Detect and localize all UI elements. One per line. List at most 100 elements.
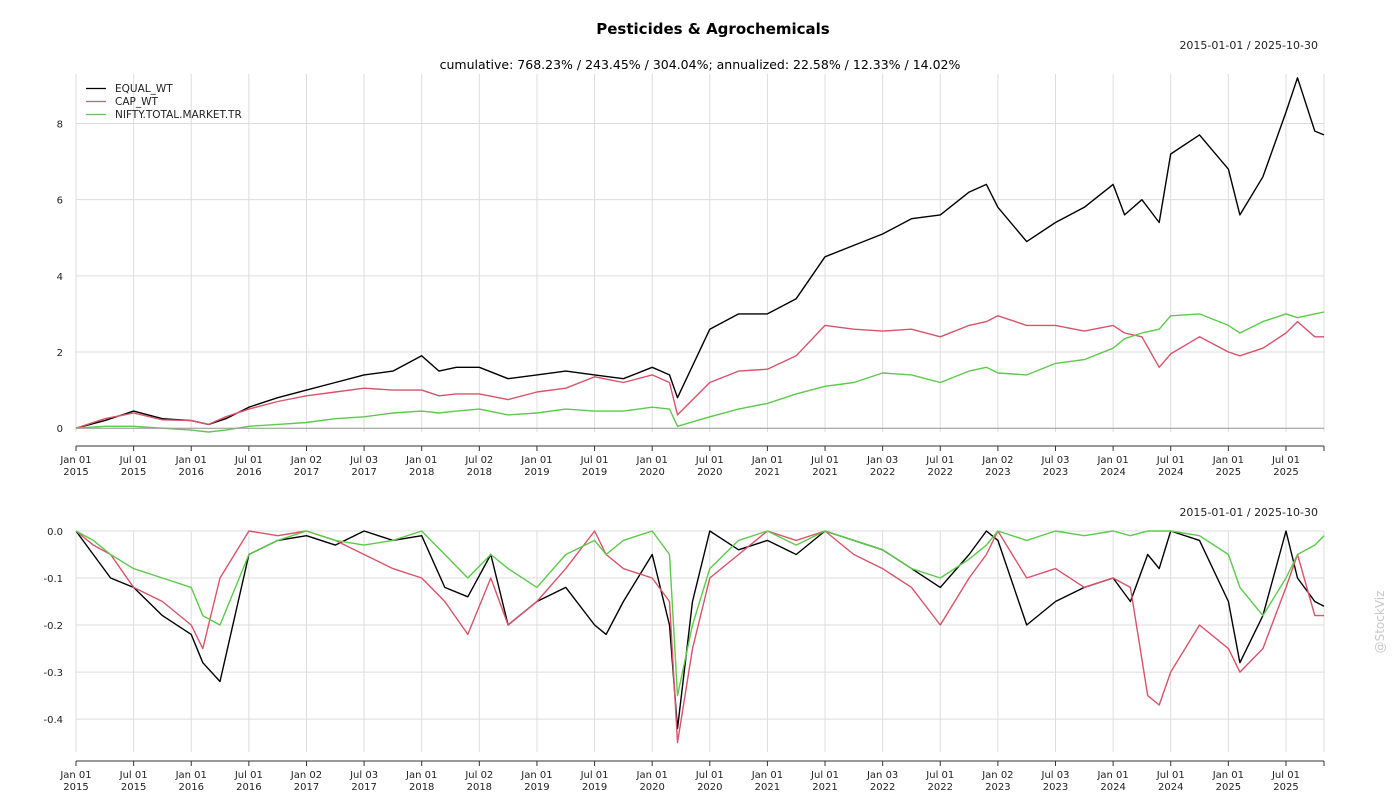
top-y-tick-label: 2 <box>57 348 63 359</box>
top-date-range: 2015-01-01 / 2025-10-30 <box>1179 39 1318 52</box>
top-y-tick-label: 8 <box>57 120 63 131</box>
bottom-x-tick-month: Jan 01 <box>636 770 668 781</box>
bottom-y-tick-label: -0.3 <box>43 668 63 679</box>
top-x-tick-month: Jul 01 <box>810 455 839 466</box>
bottom-x-tick-month: Jan 01 <box>751 770 783 781</box>
bottom-x-tick-month: Jul 03 <box>1041 770 1070 781</box>
bottom-x-tick-year: 2020 <box>639 782 664 793</box>
bottom-x-tick-year: 2017 <box>294 782 319 793</box>
bottom-x-tick-year: 2015 <box>63 782 88 793</box>
bottom-series-line-nifty-total-market-tr <box>75 530 1325 697</box>
watermark: @StockViz <box>1373 591 1387 654</box>
bottom-x-tick-month: Jul 01 <box>1156 770 1185 781</box>
bottom-x-tick-month: Jul 01 <box>695 770 724 781</box>
top-x-tick-month: Jul 01 <box>925 455 954 466</box>
top-x-tick-year: 2025 <box>1273 467 1298 478</box>
bottom-x-tick-month: Jul 03 <box>349 770 378 781</box>
top-x-tick-year: 2025 <box>1216 467 1241 478</box>
top-y-tick-label: 6 <box>57 196 63 207</box>
bottom-x-tick-month: Jan 01 <box>175 770 207 781</box>
top-x-tick-month: Jul 03 <box>349 455 378 466</box>
top-x-tick-year: 2020 <box>697 467 722 478</box>
top-x-tick-month: Jul 01 <box>234 455 263 466</box>
bottom-x-tick-year: 2024 <box>1100 782 1125 793</box>
bottom-series-line-equal-wt <box>75 530 1325 730</box>
top-x-tick-year: 2022 <box>870 467 895 478</box>
top-x-tick-year: 2023 <box>1043 467 1068 478</box>
bottom-x-tick-month: Jan 03 <box>866 770 898 781</box>
top-x-tick-month: Jan 03 <box>866 455 898 466</box>
top-x-tick-year: 2016 <box>179 467 204 478</box>
bottom-x-tick-year: 2020 <box>697 782 722 793</box>
top-x-tick-month: Jan 02 <box>290 455 322 466</box>
legend-label: EQUAL_WT <box>115 83 173 95</box>
top-x-tick-month: Jul 02 <box>464 455 493 466</box>
bottom-x-tick-year: 2015 <box>121 782 146 793</box>
top-series-line-cap-wt <box>75 315 1324 429</box>
top-x-tick-year: 2018 <box>409 467 434 478</box>
top-x-tick-month: Jan 01 <box>751 455 783 466</box>
bottom-x-tick-year: 2021 <box>812 782 837 793</box>
bottom-x-tick-month: Jan 01 <box>59 770 91 781</box>
bottom-x-tick-year: 2022 <box>928 782 953 793</box>
bottom-x-tick-year: 2017 <box>351 782 376 793</box>
chart-subtitle: cumulative: 768.23% / 243.45% / 304.04%;… <box>440 57 961 72</box>
bottom-x-tick-year: 2023 <box>1043 782 1068 793</box>
top-x-tick-month: Jan 01 <box>405 455 437 466</box>
top-series-line-nifty-total-market-tr <box>75 311 1325 433</box>
bottom-x-tick-month: Jan 02 <box>290 770 322 781</box>
top-series-line-equal-wt <box>75 77 1325 429</box>
top-x-tick-month: Jul 01 <box>1271 455 1300 466</box>
top-x-tick-year: 2020 <box>639 467 664 478</box>
top-x-tick-month: Jan 01 <box>520 455 552 466</box>
bottom-x-tick-year: 2018 <box>409 782 434 793</box>
top-y-tick-label: 4 <box>57 272 63 283</box>
top-x-tick-year: 2024 <box>1100 467 1125 478</box>
top-x-tick-month: Jul 01 <box>580 455 609 466</box>
bottom-x-tick-month: Jul 01 <box>234 770 263 781</box>
top-x-tick-year: 2021 <box>755 467 780 478</box>
top-x-tick-year: 2015 <box>121 467 146 478</box>
bottom-x-tick-month: Jul 01 <box>580 770 609 781</box>
top-x-tick-year: 2023 <box>985 467 1010 478</box>
bottom-x-tick-month: Jul 01 <box>1271 770 1300 781</box>
top-x-tick-month: Jan 01 <box>1212 455 1244 466</box>
top-x-tick-month: Jan 01 <box>175 455 207 466</box>
bottom-x-tick-year: 2021 <box>755 782 780 793</box>
bottom-x-tick-year: 2023 <box>985 782 1010 793</box>
bottom-x-tick-year: 2016 <box>236 782 261 793</box>
bottom-x-tick-month: Jan 01 <box>520 770 552 781</box>
top-x-tick-year: 2019 <box>524 467 549 478</box>
top-x-tick-month: Jul 01 <box>1156 455 1185 466</box>
top-x-tick-year: 2017 <box>294 467 319 478</box>
chart-title: Pesticides & Agrochemicals <box>596 20 830 38</box>
top-x-tick-year: 2022 <box>928 467 953 478</box>
bottom-x-tick-month: Jul 01 <box>810 770 839 781</box>
bottom-x-tick-month: Jul 02 <box>464 770 493 781</box>
top-x-tick-year: 2017 <box>351 467 376 478</box>
bottom-x-tick-year: 2016 <box>179 782 204 793</box>
bottom-x-tick-month: Jan 01 <box>1096 770 1128 781</box>
bottom-series-line-cap-wt <box>75 530 1324 744</box>
top-x-tick-month: Jan 01 <box>636 455 668 466</box>
bottom-date-range: 2015-01-01 / 2025-10-30 <box>1179 506 1318 519</box>
top-y-tick-label: 0 <box>57 424 63 435</box>
bottom-x-tick-year: 2018 <box>467 782 492 793</box>
top-x-tick-year: 2015 <box>63 467 88 478</box>
bottom-x-tick-month: Jul 01 <box>119 770 148 781</box>
bottom-y-tick-label: -0.4 <box>43 715 63 726</box>
top-x-tick-month: Jul 01 <box>695 455 724 466</box>
bottom-x-tick-month: Jan 01 <box>1212 770 1244 781</box>
bottom-x-tick-year: 2019 <box>524 782 549 793</box>
bottom-y-tick-label: -0.2 <box>43 621 63 632</box>
bottom-x-tick-year: 2019 <box>582 782 607 793</box>
bottom-x-tick-month: Jul 01 <box>925 770 954 781</box>
bottom-y-tick-label: -0.1 <box>43 574 63 585</box>
bottom-x-tick-year: 2025 <box>1216 782 1241 793</box>
top-x-tick-month: Jul 03 <box>1041 455 1070 466</box>
legend-label: NIFTY.TOTAL.MARKET.TR <box>115 109 242 121</box>
